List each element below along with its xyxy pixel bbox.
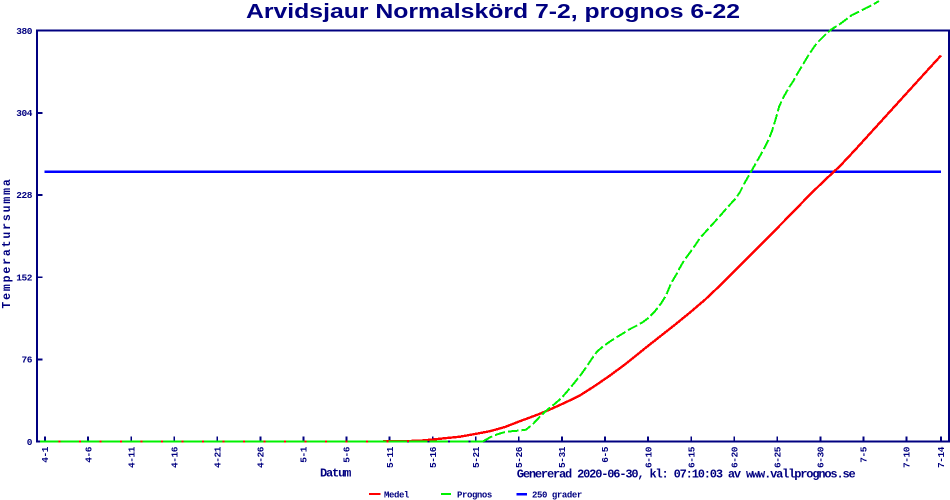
svg-text:6-30: 6-30: [816, 446, 827, 468]
svg-text:4-6: 4-6: [83, 446, 94, 463]
svg-text:4-11: 4-11: [126, 446, 137, 468]
svg-text:Temperatursumma: Temperatursumma: [1, 177, 14, 308]
svg-text:7-5: 7-5: [859, 446, 870, 463]
svg-text:0: 0: [27, 437, 33, 448]
svg-text:5-21: 5-21: [471, 446, 482, 468]
svg-text:Genererad 2020-06-30, kl: 07:1: Genererad 2020-06-30, kl: 07:10:03 av ww…: [517, 468, 856, 482]
svg-text:6-15: 6-15: [686, 446, 697, 468]
svg-text:7-14: 7-14: [936, 446, 947, 468]
svg-text:4-1: 4-1: [40, 446, 51, 463]
svg-text:4-26: 4-26: [256, 446, 267, 468]
svg-text:Arvidsjaur Normalskörd 7-2, pr: Arvidsjaur Normalskörd 7-2, prognos 6-22: [246, 0, 740, 23]
svg-text:6-20: 6-20: [729, 446, 740, 468]
svg-text:228: 228: [16, 190, 33, 201]
svg-text:7-10: 7-10: [902, 446, 913, 468]
svg-text:5-16: 5-16: [428, 446, 439, 468]
svg-text:Datum: Datum: [320, 467, 351, 481]
svg-text:304: 304: [16, 108, 33, 119]
svg-text:380: 380: [16, 26, 33, 37]
svg-text:152: 152: [16, 272, 33, 283]
svg-text:250 grader: 250 grader: [532, 491, 582, 500]
svg-text:6-10: 6-10: [643, 446, 654, 468]
svg-text:5-31: 5-31: [557, 446, 568, 468]
svg-text:4-21: 4-21: [213, 446, 224, 468]
svg-text:Prognos: Prognos: [457, 491, 492, 500]
svg-text:5-26: 5-26: [514, 446, 525, 468]
svg-text:6-5: 6-5: [600, 446, 611, 463]
svg-text:Medel: Medel: [384, 491, 410, 500]
svg-text:4-16: 4-16: [169, 446, 180, 468]
svg-text:5-6: 5-6: [342, 446, 353, 463]
svg-text:5-1: 5-1: [299, 446, 310, 463]
svg-text:6-25: 6-25: [773, 446, 784, 468]
svg-text:76: 76: [21, 355, 32, 366]
svg-text:5-11: 5-11: [385, 446, 396, 468]
